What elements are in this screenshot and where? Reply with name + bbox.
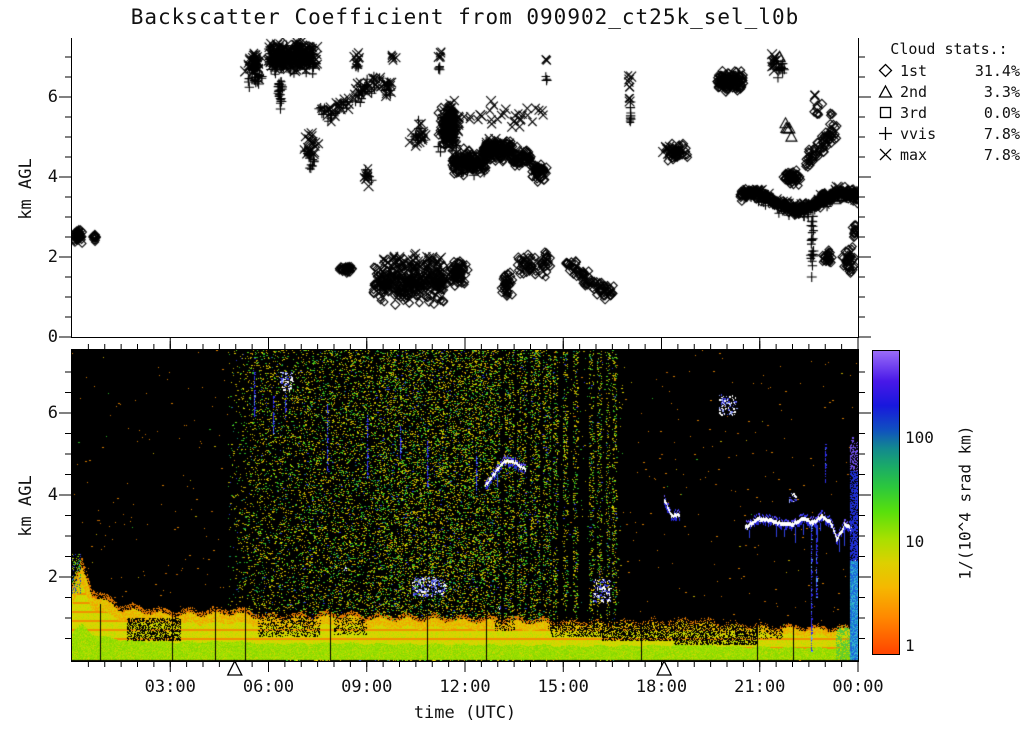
- x-tick-label: 21:00: [734, 677, 786, 697]
- legend-value: 31.4%: [974, 61, 1020, 80]
- colorbar-tick-label: 10: [905, 532, 925, 551]
- x-tick-label: 06:00: [242, 677, 295, 697]
- sunrise-marker-icon: [226, 659, 243, 676]
- sunset-marker-icon: [656, 659, 673, 676]
- top-y-tick-label: 2: [47, 247, 58, 267]
- top-y-tick-label: 0: [47, 327, 58, 347]
- bottom-y-axis-label: km AGL: [16, 475, 36, 537]
- legend-label: 1st: [900, 61, 928, 80]
- legend-label: 3rd: [900, 103, 928, 122]
- x-tick-label: 12:00: [439, 677, 491, 697]
- colorbar: [872, 350, 900, 655]
- plot-title: Backscatter Coefficient from 090902_ct25…: [130, 5, 800, 29]
- legend-symbol-triangle-icon: [878, 84, 900, 99]
- legend-value: 7.8%: [983, 145, 1020, 164]
- legend-value: 3.3%: [983, 82, 1020, 101]
- top-y-tick-label: 4: [47, 167, 58, 187]
- legend-item-2nd: 2nd 3.3%: [878, 81, 1020, 102]
- x-tick-label: 00:00: [832, 677, 884, 697]
- legend-title: Cloud stats.:: [890, 40, 1008, 58]
- bottom-y-tick-label: 6: [47, 403, 58, 423]
- x-tick-label: 18:00: [635, 677, 688, 697]
- backscatter-heatmap-panel: [71, 349, 859, 662]
- backscatter-heatmap-canvas: [72, 350, 858, 661]
- legend-item-vvis: vvis 7.8%: [878, 123, 1020, 144]
- top-y-axis-label: km AGL: [16, 158, 36, 220]
- legend-label: 2nd: [900, 82, 928, 101]
- colorbar-title: 1/(10^4 srad km): [955, 425, 975, 580]
- legend-item-1st: 1st 31.4%: [878, 60, 1020, 81]
- x-axis-label: time (UTC): [413, 703, 517, 723]
- colorbar-tick-label: 100: [905, 428, 934, 447]
- legend-label: max: [900, 145, 928, 164]
- bottom-y-tick-label: 2: [47, 567, 58, 587]
- x-tick-label: 15:00: [537, 677, 589, 697]
- cloud-scatter-canvas: [72, 38, 858, 337]
- legend-value: 0.0%: [983, 103, 1020, 122]
- x-tick-label: 03:00: [144, 677, 196, 697]
- cloud-stats-legend: Cloud stats.: 1st 31.4% 2nd 3.3% 3rd 0.0% vvis…: [878, 40, 1020, 165]
- x-tick-label: 09:00: [341, 677, 393, 697]
- legend-value: 7.8%: [983, 124, 1020, 143]
- legend-symbol-square-icon: [878, 105, 900, 120]
- legend-symbol-plus-icon: [878, 126, 900, 141]
- top-y-tick-label: 6: [47, 87, 58, 107]
- legend-item-3rd: 3rd 0.0%: [878, 102, 1020, 123]
- colorbar-tick-label: 1: [905, 636, 915, 655]
- legend-symbol-diamond-icon: [878, 63, 900, 78]
- bottom-y-tick-label: 4: [47, 485, 58, 505]
- legend-item-max: max 7.8%: [878, 144, 1020, 165]
- legend-symbol-cross-icon: [878, 147, 900, 162]
- cloud-scatter-panel: [71, 38, 859, 338]
- legend-label: vvis: [900, 124, 937, 143]
